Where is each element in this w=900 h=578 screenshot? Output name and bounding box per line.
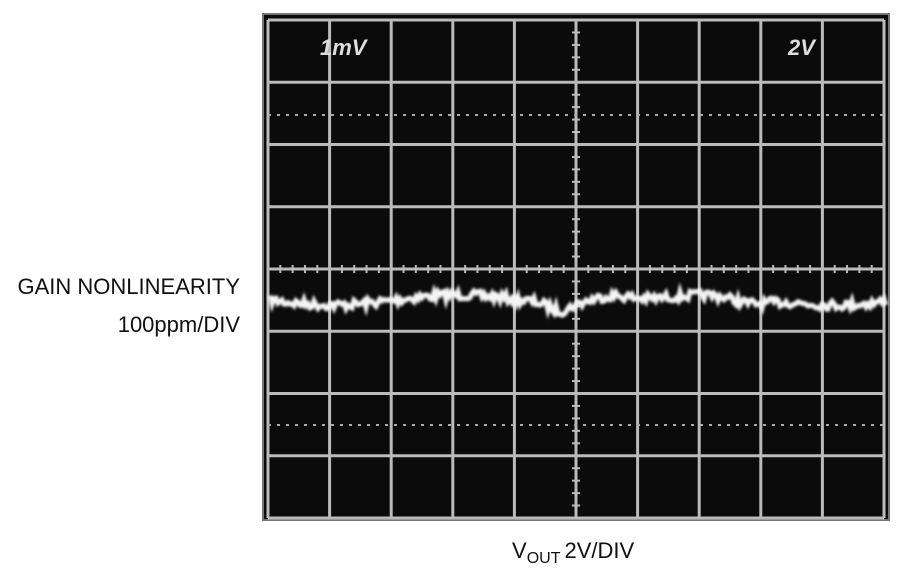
trace <box>267 282 889 320</box>
screen-right-label: 2V <box>787 35 817 60</box>
x-label-main: V <box>512 538 527 563</box>
y-label-line2: 100ppm/DIV <box>118 312 241 337</box>
y-label-line1: GAIN NONLINEARITY <box>18 274 241 299</box>
x-label-scale: 2V/DIV <box>564 538 634 563</box>
x-label: VOUT 2V/DIV <box>512 538 634 567</box>
x-label-sub: OUT <box>527 550 561 567</box>
screen-left-label: 1mV <box>320 35 369 60</box>
graticule <box>266 18 886 520</box>
